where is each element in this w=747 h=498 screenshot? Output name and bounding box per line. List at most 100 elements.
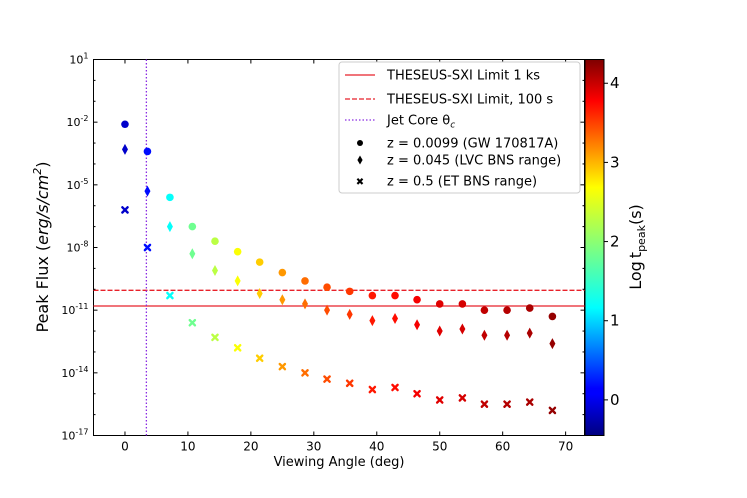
x-tick-label: 20 (243, 440, 258, 454)
data-point-circle (323, 283, 331, 291)
data-point-x (211, 333, 219, 342)
x-tick-label: 50 (432, 440, 447, 454)
data-point-diamond (414, 319, 421, 331)
legend-entry-jetcore: Jet Core θc (386, 114, 455, 131)
data-point-circle (345, 287, 354, 296)
data-point-circle (525, 304, 534, 312)
colorbar-tick-label: 1 (610, 312, 620, 330)
data-point-circle (278, 268, 287, 277)
data-point-circle (143, 147, 152, 156)
colorbar-tick-label: 4 (610, 74, 620, 92)
data-point-x (166, 291, 174, 300)
y-tick-exponent: -17 (75, 428, 88, 437)
data-point-x (480, 400, 489, 408)
x-tick-label: 40 (369, 440, 384, 454)
data-point-circle (233, 247, 242, 256)
y-tick-base: 10 (67, 242, 81, 255)
colorbar: 0 1 2 3 4 Log tpeak(s) (584, 59, 648, 436)
y-tick-label: 10-8 (67, 240, 89, 255)
x-axis-ticks: 0 10 20 30 40 50 60 70 (121, 59, 573, 454)
legend-marker-circle (357, 140, 363, 146)
x-tick-label: 60 (495, 440, 510, 454)
legend-marker-x: ✖ (356, 177, 364, 188)
y-tick-exponent: -5 (81, 177, 89, 186)
x-axis-label: Viewing Angle (deg) (274, 455, 405, 470)
data-point-diamond (549, 338, 556, 350)
data-point-circle (413, 295, 421, 304)
data-point-circle (503, 306, 511, 314)
data-point-diamond (459, 323, 466, 335)
data-point-x (233, 343, 242, 352)
y-axis-label-main: Peak Flux ( (33, 245, 52, 333)
x-tick-label: 0 (121, 440, 129, 454)
data-point-x (391, 383, 399, 392)
y-tick-base: 10 (69, 54, 83, 67)
data-point-diamond (144, 185, 151, 197)
y-tick-exponent: 1 (83, 52, 88, 61)
y-tick-exponent: -11 (75, 302, 88, 311)
y-axis-label-close: ) (33, 162, 52, 168)
data-point-x (345, 379, 354, 388)
legend-marker-diamond (357, 155, 363, 165)
legend-box (338, 61, 581, 194)
y-tick-base: 10 (67, 179, 81, 192)
x-tick-label: 30 (306, 440, 321, 454)
y-tick-label: 101 (69, 52, 88, 67)
data-point-diamond (166, 221, 173, 233)
colorbar-tick-label: 0 (610, 391, 620, 409)
data-point-diamond (481, 329, 488, 341)
data-point-circle (391, 291, 399, 300)
y-axis-label-unit: erg/s/cm (33, 175, 52, 245)
data-point-diamond (256, 287, 263, 299)
legend: THESEUS-SXI Limit 1 ks THESEUS-SXI Limit… (338, 61, 581, 194)
data-point-x (188, 318, 197, 327)
legend-entry-100s: THESEUS-SXI Limit, 100 s (386, 93, 553, 108)
data-point-x (255, 354, 264, 363)
colorbar-ticks: 0 1 2 3 4 (604, 74, 620, 409)
data-point-circle (188, 222, 197, 231)
y-tick-label: 10-17 (61, 428, 88, 443)
data-point-circle (121, 120, 129, 129)
data-point-circle (368, 291, 377, 300)
x-tick-label: 10 (180, 440, 195, 454)
data-point-diamond (302, 298, 309, 310)
data-point-x (503, 400, 511, 408)
data-point-x (458, 394, 467, 402)
y-tick-label: 10-2 (67, 114, 89, 129)
data-point-diamond (324, 304, 331, 316)
y-axis-label: Peak Flux (erg/s/cm2) (31, 162, 52, 333)
colorbar-gradient (584, 59, 605, 436)
data-point-diamond (526, 327, 533, 339)
y-tick-label: 10-11 (61, 302, 88, 317)
colorbar-label-sub: peak (635, 224, 648, 251)
y-tick-label: 10-14 (61, 365, 88, 380)
legend-jetcore-sub: c (450, 121, 455, 131)
y-tick-exponent: -8 (81, 240, 89, 249)
y-axis-label-sup: 2 (31, 168, 44, 175)
data-point-circle (301, 277, 309, 285)
data-point-diamond (211, 264, 218, 276)
legend-entry-et: z = 0.5 (ET BNS range) (387, 175, 537, 190)
y-tick-exponent: -14 (75, 365, 88, 374)
data-point-diamond (436, 325, 443, 337)
colorbar-label-unit: (s) (626, 204, 645, 225)
y-tick-base: 10 (67, 116, 81, 129)
data-point-x (301, 369, 309, 377)
data-point-diamond (234, 275, 241, 287)
data-point-x (548, 406, 557, 415)
colorbar-label-log: Log (626, 261, 645, 290)
data-point-circle (480, 306, 489, 314)
reference-lines (93, 59, 585, 436)
data-point-x (121, 206, 129, 214)
colorbar-label-t: t (626, 252, 645, 258)
data-point-diamond (279, 294, 286, 306)
legend-jetcore-text: Jet Core θ (386, 114, 450, 129)
data-point-diamond (369, 315, 376, 327)
plot-area: 0 10 20 30 40 50 60 70 10110-210-510-810-1110-1… (61, 52, 585, 454)
colorbar-label: Log tpeak(s) (626, 204, 648, 290)
data-point-diamond (189, 248, 196, 260)
data-point-circle (211, 237, 219, 246)
data-point-x (368, 385, 377, 394)
